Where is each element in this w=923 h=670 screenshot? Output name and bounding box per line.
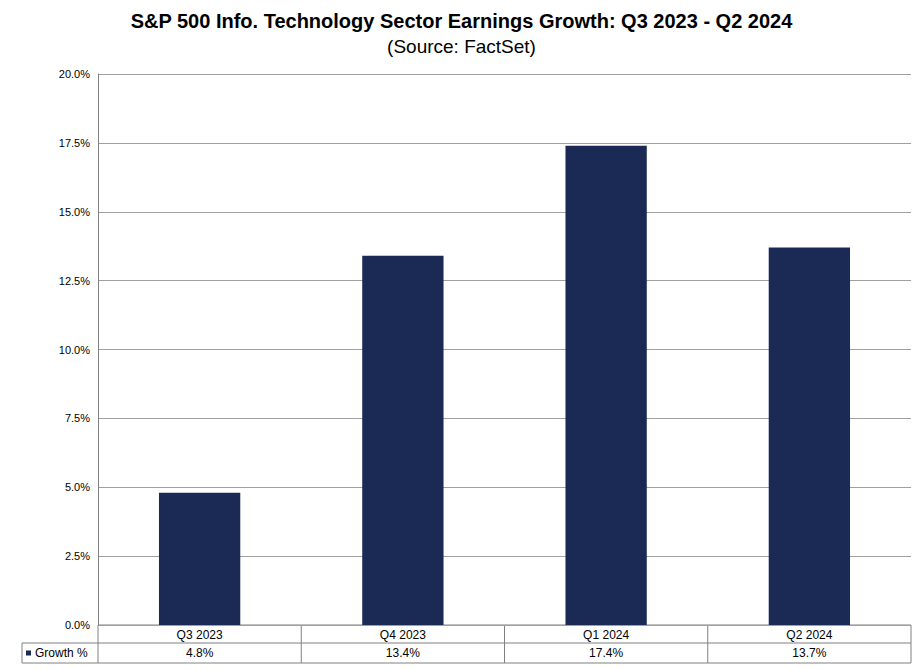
svg-text:5.0%: 5.0% <box>65 481 90 493</box>
svg-text:13.4%: 13.4% <box>386 646 420 660</box>
svg-text:7.5%: 7.5% <box>65 412 90 424</box>
svg-text:12.5%: 12.5% <box>59 275 90 287</box>
svg-text:13.7%: 13.7% <box>792 646 826 660</box>
svg-text:2.5%: 2.5% <box>65 550 90 562</box>
svg-text:17.5%: 17.5% <box>59 137 90 149</box>
svg-text:17.4%: 17.4% <box>589 646 623 660</box>
svg-text:Q1 2024: Q1 2024 <box>583 628 629 642</box>
svg-text:Growth %: Growth % <box>35 646 88 660</box>
svg-text:0.0%: 0.0% <box>65 619 90 631</box>
svg-text:Q2 2024: Q2 2024 <box>786 628 832 642</box>
svg-text:Q4 2023: Q4 2023 <box>380 628 426 642</box>
svg-text:10.0%: 10.0% <box>59 344 90 356</box>
svg-text:Q3 2023: Q3 2023 <box>177 628 223 642</box>
svg-text:S&P 500 Info. Technology Secto: S&P 500 Info. Technology Sector Earnings… <box>131 10 794 32</box>
svg-text:15.0%: 15.0% <box>59 206 90 218</box>
svg-text:(Source: FactSet): (Source: FactSet) <box>387 36 536 57</box>
svg-text:20.0%: 20.0% <box>59 68 90 80</box>
svg-text:4.8%: 4.8% <box>186 646 214 660</box>
